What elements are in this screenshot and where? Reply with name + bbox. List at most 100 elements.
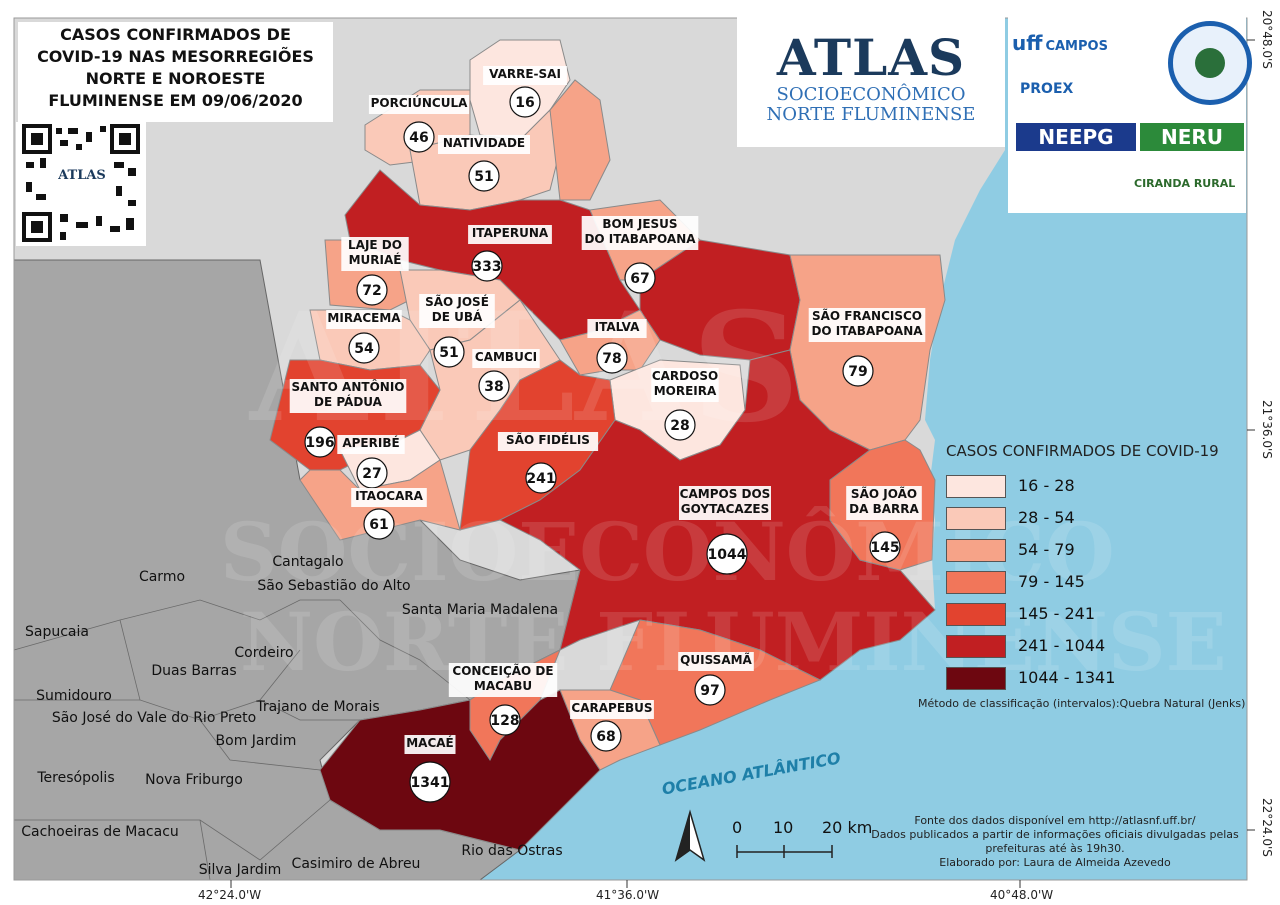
legend-swatch bbox=[946, 475, 1006, 498]
case-count-badge bbox=[348, 332, 380, 364]
case-count: 196 bbox=[305, 435, 334, 451]
latitude-label: 21°36.0'S bbox=[1260, 400, 1274, 459]
case-count-badge bbox=[596, 342, 628, 374]
municipality-label: QUISSAMÃ 97 bbox=[678, 652, 754, 706]
legend-swatch bbox=[946, 667, 1006, 690]
legend-item: 28 - 54 bbox=[946, 506, 1246, 530]
legend-swatch bbox=[946, 603, 1006, 626]
case-count: 16 bbox=[515, 95, 534, 111]
longitude-label: 40°48.0'W bbox=[990, 888, 1054, 902]
case-count: 67 bbox=[630, 271, 649, 287]
legend-item: 1044 - 1341 bbox=[946, 666, 1246, 690]
map-title: CASOS CONFIRMADOS DE COVID-19 NAS MESORR… bbox=[18, 22, 333, 122]
legend-method: Método de classificação (intervalos):Que… bbox=[918, 697, 1246, 710]
municipality-name: DA BARRA bbox=[849, 502, 919, 516]
proex-logo: PROEX bbox=[1020, 81, 1074, 97]
municipality-name: ITAOCARA bbox=[355, 489, 424, 503]
case-count-badge bbox=[403, 121, 435, 153]
municipality-name: DO ITABAPOANA bbox=[584, 232, 696, 246]
municipality-name: LAJE DO bbox=[348, 238, 402, 252]
legend-item: 16 - 28 bbox=[946, 474, 1246, 498]
north-arrow-icon bbox=[674, 809, 706, 862]
neighbor-municipality-name: São Sebastião do Alto bbox=[257, 578, 410, 594]
municipality-name: SÃO FIDÉLIS bbox=[506, 432, 590, 447]
municipality-name: SÃO JOÃO bbox=[851, 486, 917, 501]
neighbor-municipality-name: Bom Jardim bbox=[216, 733, 297, 749]
legend-swatch bbox=[946, 635, 1006, 658]
case-count-badge bbox=[356, 274, 388, 306]
atlas-title: ATLAS bbox=[776, 28, 966, 87]
municipality-name: GOYTACAZES bbox=[681, 502, 770, 516]
longitude-label: 41°36.0'W bbox=[596, 888, 660, 902]
case-count: 333 bbox=[472, 259, 501, 275]
municipality-label: CARAPEBUS 68 bbox=[570, 700, 654, 752]
municipality-name: APERIBÉ bbox=[342, 435, 399, 450]
municipality-name: PORCIÚNCULA bbox=[371, 95, 468, 110]
legend-label: 54 - 79 bbox=[1018, 540, 1075, 559]
case-count: 61 bbox=[369, 517, 388, 533]
case-count-badge bbox=[304, 426, 336, 458]
case-count: 97 bbox=[700, 683, 719, 699]
municipality-label: ITALVA 78 bbox=[587, 319, 647, 374]
municipality-label: PORCIÚNCULA 46 bbox=[368, 95, 470, 153]
legend-label: 16 - 28 bbox=[1018, 476, 1075, 495]
municipality-name: MACABU bbox=[474, 679, 532, 693]
municipality-label: CAMBUCI 38 bbox=[472, 349, 540, 402]
uff-logo: uff CAMPOS bbox=[1012, 31, 1108, 55]
neepg-logo: NEEPG bbox=[1016, 123, 1136, 151]
title-line: FLUMINENSE EM 09/06/2020 bbox=[48, 91, 303, 110]
qr-logo-text: ATLAS bbox=[58, 168, 106, 183]
case-count-badge bbox=[409, 761, 451, 803]
municipality-label: NATIVIDADE 51 bbox=[438, 135, 530, 192]
case-count: 51 bbox=[439, 345, 458, 361]
legend-swatch bbox=[946, 507, 1006, 530]
case-count-badge bbox=[590, 720, 622, 752]
campos-text: CAMPOS bbox=[1045, 39, 1108, 54]
case-count-badge bbox=[489, 704, 521, 736]
municipality-name: NATIVIDADE bbox=[443, 136, 525, 150]
case-count: 1341 bbox=[411, 775, 450, 791]
scale-label: 0 bbox=[732, 818, 743, 837]
credit-line: Elaborado por: Laura de Almeida Azevedo bbox=[939, 856, 1171, 869]
neighbor-municipality-name: Cantagalo bbox=[272, 554, 343, 570]
scale-label: 10 bbox=[773, 818, 794, 837]
case-count: 145 bbox=[870, 540, 899, 556]
municipality-name: ITALVA bbox=[595, 320, 640, 334]
neighbor-municipality-name: Nova Friburgo bbox=[145, 772, 243, 788]
neighbor-municipality-name: Casimiro de Abreu bbox=[292, 856, 421, 872]
case-count-badge bbox=[664, 409, 696, 441]
legend-swatch bbox=[946, 571, 1006, 594]
credits: Fonte dos dados disponível em http://atl… bbox=[870, 814, 1240, 870]
legend-item: 241 - 1044 bbox=[946, 634, 1246, 658]
municipality-name: CAMPOS DOS bbox=[680, 487, 771, 501]
case-count: 78 bbox=[602, 351, 621, 367]
title-line: COVID-19 NAS MESORREGIÕES bbox=[37, 47, 314, 66]
municipality-label: MACAÉ 1341 bbox=[404, 735, 456, 803]
title-line: CASOS CONFIRMADOS DE bbox=[60, 25, 291, 44]
municipality-name: DO ITABAPOANA bbox=[811, 324, 923, 338]
atlas-logo: ATLAS SOCIOECONÔMICO NORTE FLUMINENSE bbox=[737, 17, 1005, 147]
case-count-badge bbox=[509, 86, 541, 118]
neighbor-municipality-name: Cordeiro bbox=[234, 645, 293, 661]
municipality-name: MURIAÉ bbox=[349, 252, 402, 267]
neighbor-municipality-name: Santa Maria Madalena bbox=[402, 602, 558, 618]
legend-title: CASOS CONFIRMADOS DE COVID-19 bbox=[946, 442, 1219, 460]
case-count-badge bbox=[433, 336, 465, 368]
municipality-name: SÃO FRANCISCO bbox=[812, 308, 922, 323]
latitude-label: 20°48.0'S bbox=[1260, 10, 1274, 69]
case-count: 46 bbox=[409, 130, 428, 146]
lab-seal-icon bbox=[1168, 21, 1252, 105]
case-count-badge bbox=[471, 250, 503, 282]
case-count: 28 bbox=[670, 418, 689, 434]
municipality-name: BOM JESUS bbox=[602, 217, 677, 231]
longitude-label: 42°24.0'W bbox=[198, 888, 262, 902]
case-count-badge bbox=[842, 355, 874, 387]
legend-label: 145 - 241 bbox=[1018, 604, 1096, 623]
case-count-badge bbox=[624, 262, 656, 294]
case-count-badge bbox=[468, 160, 500, 192]
municipality-label: VARRE-SAI 16 bbox=[483, 66, 567, 118]
neighbor-municipality-name: Trajano de Morais bbox=[255, 699, 379, 715]
